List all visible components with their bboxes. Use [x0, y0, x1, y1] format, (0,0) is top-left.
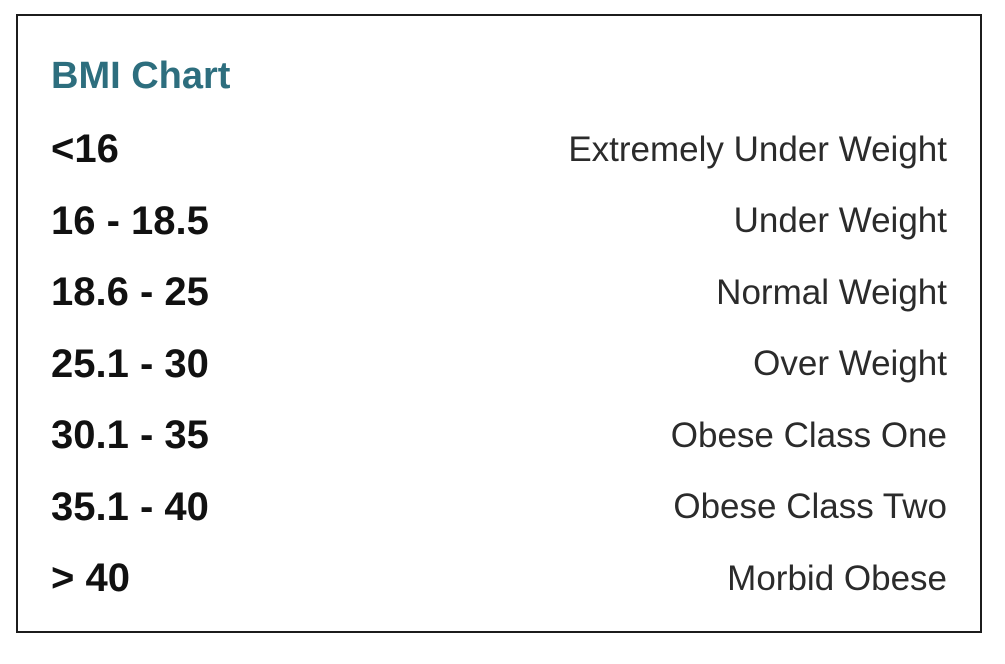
bmi-row-extremely-under-weight: <16 Extremely Under Weight: [51, 114, 947, 186]
bmi-category-label: Normal Weight: [716, 272, 947, 312]
bmi-range-value: 35.1 - 40: [51, 484, 209, 529]
bmi-category-label: Under Weight: [733, 201, 947, 241]
bmi-category-label: Extremely Under Weight: [568, 129, 947, 169]
bmi-row-under-weight: 16 - 18.5 Under Weight: [51, 186, 947, 258]
bmi-row-obese-class-two: 35.1 - 40 Obese Class Two: [51, 472, 947, 544]
bmi-row-morbid-obese: > 40 Morbid Obese: [51, 543, 947, 615]
bmi-range-value: 30.1 - 35: [51, 413, 209, 458]
bmi-category-label: Obese Class One: [670, 415, 947, 455]
bmi-range-value: 25.1 - 30: [51, 341, 209, 386]
bmi-range-value: 16 - 18.5: [51, 198, 209, 243]
bmi-range-value: 18.6 - 25: [51, 270, 209, 315]
bmi-row-over-weight: 25.1 - 30 Over Weight: [51, 329, 947, 401]
bmi-range-value: <16: [51, 127, 119, 172]
bmi-row-obese-class-one: 30.1 - 35 Obese Class One: [51, 400, 947, 472]
bmi-range-list: <16 Extremely Under Weight 16 - 18.5 Und…: [51, 114, 947, 615]
bmi-chart-title: BMI Chart: [51, 55, 231, 97]
bmi-row-normal-weight: 18.6 - 25 Normal Weight: [51, 257, 947, 329]
bmi-chart-card: BMI Chart <16 Extremely Under Weight 16 …: [16, 14, 982, 633]
bmi-category-label: Morbid Obese: [727, 558, 947, 598]
bmi-category-label: Obese Class Two: [673, 487, 947, 527]
bmi-range-value: > 40: [51, 556, 130, 601]
bmi-category-label: Over Weight: [753, 344, 947, 384]
